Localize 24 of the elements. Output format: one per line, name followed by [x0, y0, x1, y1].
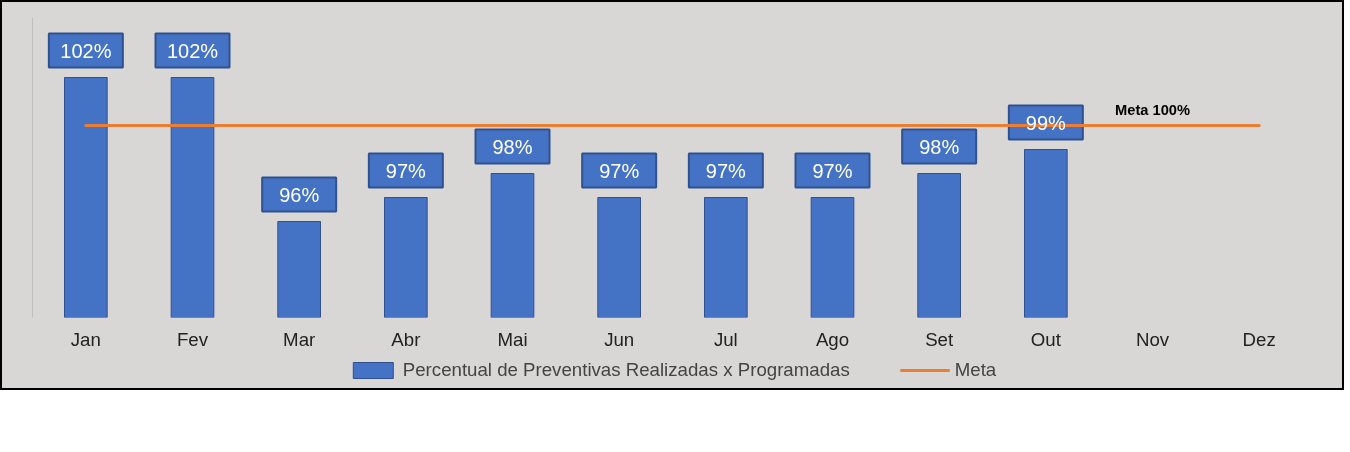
data-label: 98%	[492, 135, 533, 158]
legend-label: Meta	[954, 359, 997, 381]
x-tick-label: Jan	[70, 328, 101, 350]
data-label: 98%	[919, 135, 960, 158]
x-tick-label: Jul	[713, 328, 738, 350]
x-tick-label: Mar	[283, 328, 316, 350]
data-label: 96%	[279, 183, 320, 206]
x-tick-label: Jun	[604, 328, 635, 350]
annotation: Meta 100%	[1115, 101, 1190, 118]
data-label: 97%	[599, 159, 640, 182]
data-label: 102%	[166, 39, 219, 62]
x-tick-label: Nov	[1135, 328, 1170, 350]
x-tick-label: Dez	[1242, 328, 1276, 350]
x-tick-label: Abr	[391, 328, 421, 350]
x-tick-label: Mai	[497, 328, 528, 350]
x-tick-label: Fev	[176, 328, 209, 350]
data-label: 97%	[812, 159, 853, 182]
legend-label: Percentual de Preventivas Realizadas x Programadas	[402, 359, 850, 381]
data-label: 102%	[60, 39, 112, 62]
x-tick-label: Out	[1030, 328, 1062, 350]
x-tick-label: Set	[925, 328, 954, 350]
data-label: 97%	[705, 159, 747, 182]
data-label: 97%	[385, 159, 427, 182]
x-tick-label: Ago	[815, 328, 850, 350]
